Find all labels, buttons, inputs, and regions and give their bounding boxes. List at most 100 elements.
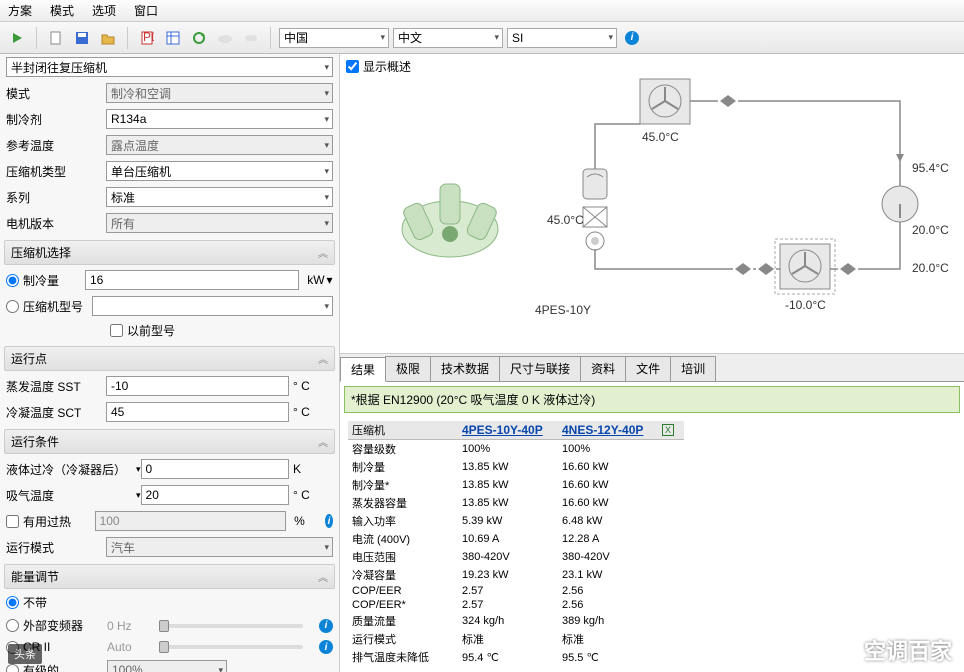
- standard-note: *根据 EN12900 (20°C 吸气温度 0 K 液体过冷): [344, 386, 960, 413]
- output-panel: 显示概述: [340, 54, 964, 672]
- useful-sh-checkbox[interactable]: [6, 515, 19, 528]
- reftemp-label: 参考温度: [6, 137, 106, 154]
- refresh-icon[interactable]: [188, 27, 210, 49]
- none-radio[interactable]: [6, 596, 19, 609]
- model-link-1[interactable]: 4PES-10Y-40P: [462, 423, 543, 437]
- subcool-label: 液体过冷（冷凝器后）: [6, 461, 136, 478]
- valve-icon: [735, 263, 751, 275]
- tab-limits[interactable]: 极限: [385, 356, 431, 381]
- sst-unit[interactable]: ° C: [293, 379, 333, 393]
- section-operating-cond[interactable]: 运行条件︽: [4, 429, 335, 454]
- section-compressor-select[interactable]: 压缩机选择︽: [4, 240, 335, 265]
- table-row: COP/EER2.572.56: [348, 584, 684, 598]
- runmode-select[interactable]: 汽车: [106, 537, 333, 557]
- useful-sh-label: 有用过热: [23, 513, 91, 530]
- menu-item[interactable]: 模式: [50, 2, 74, 19]
- results-table: 压缩机 4PES-10Y-40P 4NES-12Y-40P X 容量级数100%…: [340, 417, 964, 670]
- table-row: 运行模式标准标准: [348, 630, 684, 648]
- svg-text:45.0°C: 45.0°C: [642, 130, 679, 144]
- tab-docs[interactable]: 资料: [580, 356, 626, 381]
- table-row: 排气温度未降低95.4 ℃95.5 ℃: [348, 648, 684, 666]
- refrigerant-select[interactable]: R134a: [106, 109, 333, 129]
- valve-icon: [720, 95, 736, 107]
- mode-select[interactable]: 制冷和空调: [106, 83, 333, 103]
- extvfd-radio[interactable]: [6, 619, 19, 632]
- series-label: 系列: [6, 189, 106, 206]
- country-select[interactable]: 中国: [279, 28, 389, 48]
- series-select[interactable]: 标准: [106, 187, 333, 207]
- valve-icon: [840, 263, 856, 275]
- extvfd-slider[interactable]: [159, 624, 303, 628]
- svg-text:-10.0°C: -10.0°C: [785, 298, 826, 312]
- tab-dimensions[interactable]: 尺寸与联接: [499, 356, 581, 381]
- table-row: 容量级数100%100%: [348, 440, 684, 459]
- oldmodel-label: 以前型号: [127, 322, 175, 339]
- table-icon[interactable]: [162, 27, 184, 49]
- oldmodel-checkbox[interactable]: [110, 324, 123, 337]
- comptype-label: 压缩机类型: [6, 163, 106, 180]
- chevron-up-icon: ︽: [318, 351, 328, 366]
- tab-techdata[interactable]: 技术数据: [430, 356, 500, 381]
- overview-diagram: 显示概述: [340, 54, 964, 354]
- language-select[interactable]: 中文: [393, 28, 503, 48]
- sst-label: 蒸发温度 SST: [6, 378, 106, 395]
- result-tabs: 结果 极限 技术数据 尺寸与联接 资料 文件 培训: [340, 354, 964, 382]
- suction-label: 吸气温度: [6, 487, 136, 504]
- col-compressor: 压缩机: [348, 421, 458, 440]
- tab-training[interactable]: 培训: [670, 356, 716, 381]
- comptype-select[interactable]: 单台压缩机: [106, 161, 333, 181]
- units-select[interactable]: SI: [507, 28, 617, 48]
- capacity-input[interactable]: [85, 270, 299, 290]
- useful-sh-input: [95, 511, 287, 531]
- section-operating-point[interactable]: 运行点︽: [4, 346, 335, 371]
- cloud-icon[interactable]: [214, 27, 236, 49]
- new-icon[interactable]: [45, 27, 67, 49]
- table-row: 冷凝容量19.23 kW23.1 kW: [348, 566, 684, 584]
- section-capacity-control[interactable]: 能量调节︽: [4, 564, 335, 589]
- reftemp-select[interactable]: 露点温度: [106, 135, 333, 155]
- table-row: 制冷量13.85 kW16.60 kW: [348, 458, 684, 476]
- save-icon[interactable]: [71, 27, 93, 49]
- runmode-label: 运行模式: [6, 539, 106, 556]
- table-row: 蒸发器容量13.85 kW16.60 kW: [348, 494, 684, 512]
- staged-radio[interactable]: [6, 664, 19, 672]
- motor-select[interactable]: 所有: [106, 213, 333, 233]
- staged-select[interactable]: 100%: [107, 660, 227, 672]
- chevron-up-icon: ︽: [318, 569, 328, 584]
- valve-icon: [758, 263, 774, 275]
- run-button[interactable]: [6, 27, 28, 49]
- excel-icon[interactable]: X: [662, 424, 674, 436]
- open-icon[interactable]: [97, 27, 119, 49]
- capacity-radio[interactable]: [6, 274, 19, 287]
- model-link-2[interactable]: 4NES-12Y-40P: [562, 423, 643, 437]
- subcool-input[interactable]: [141, 459, 289, 479]
- input-panel: 半封闭往复压缩机 模式制冷和空调 制冷剂R134a 参考温度露点温度 压缩机类型…: [0, 54, 340, 672]
- info-icon[interactable]: i: [319, 619, 333, 633]
- suction-input[interactable]: [141, 485, 289, 505]
- sct-unit[interactable]: ° C: [293, 405, 333, 419]
- sct-input[interactable]: [106, 402, 289, 422]
- tab-results[interactable]: 结果: [340, 357, 386, 382]
- model-select[interactable]: [92, 296, 333, 316]
- info-icon[interactable]: i: [319, 640, 333, 654]
- pdf-icon[interactable]: PDF: [136, 27, 158, 49]
- crii-slider[interactable]: [159, 645, 303, 649]
- info-icon[interactable]: i: [325, 514, 333, 528]
- chevron-up-icon: ︽: [318, 245, 328, 260]
- compressor-family-select[interactable]: 半封闭往复压缩机: [6, 57, 333, 77]
- suction-unit[interactable]: ° C: [293, 488, 333, 502]
- subcool-unit: K: [293, 462, 333, 476]
- info-icon[interactable]: i: [625, 31, 639, 45]
- watermark: 空调百家: [864, 634, 952, 666]
- model-radio[interactable]: [6, 300, 19, 313]
- menu-item[interactable]: 方案: [8, 2, 32, 19]
- svg-text:4PES-10Y: 4PES-10Y: [535, 303, 591, 317]
- menu-item[interactable]: 窗口: [134, 2, 158, 19]
- table-row: COP/EER*2.572.56: [348, 598, 684, 612]
- menu-item[interactable]: 选项: [92, 2, 116, 19]
- cylinder-icon[interactable]: [240, 27, 262, 49]
- model-label: 压缩机型号: [23, 298, 88, 315]
- sst-input[interactable]: [106, 376, 289, 396]
- tab-files[interactable]: 文件: [625, 356, 671, 381]
- capacity-unit-select[interactable]: kW ▾: [307, 273, 333, 287]
